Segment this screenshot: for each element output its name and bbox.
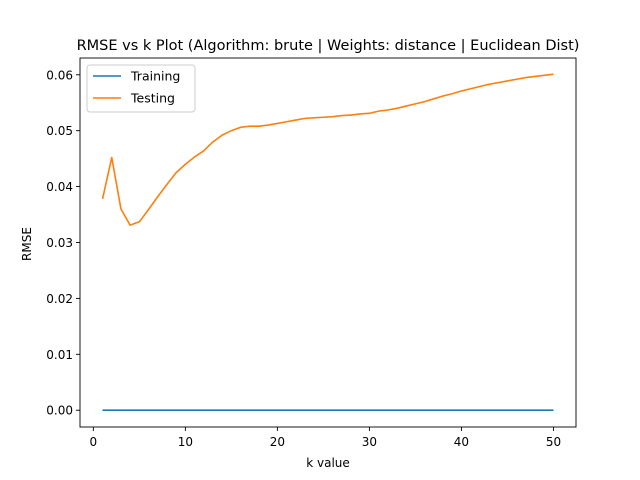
- y-tick-label: 0.02: [46, 292, 73, 306]
- y-tick-label: 0.00: [46, 404, 73, 418]
- chart-title: RMSE vs k Plot (Algorithm: brute | Weigh…: [77, 38, 580, 54]
- y-tick-label: 0.03: [46, 236, 73, 250]
- y-axis-label: RMSE: [20, 227, 34, 261]
- y-tick-label: 0.01: [46, 348, 73, 362]
- x-tick-label: 30: [362, 435, 377, 449]
- legend-label-testing: Testing: [130, 91, 175, 106]
- plot-area: 0 10 20 30 40 50 0.00 0.01 0.02 0.03 0.04 0.05 0.06 T…: [46, 57, 577, 449]
- y-tick-label: 0.04: [46, 180, 73, 194]
- x-axis-label: k value: [306, 456, 350, 470]
- x-tick-label: 0: [90, 435, 98, 449]
- y-tick-label: 0.06: [46, 68, 73, 82]
- x-tick-label: 10: [178, 435, 193, 449]
- x-tick-label: 50: [546, 435, 561, 449]
- y-tick-label: 0.05: [46, 124, 73, 138]
- legend-label-training: Training: [130, 69, 180, 84]
- series-line-testing: [101, 73, 554, 226]
- x-tick-label: 20: [270, 435, 285, 449]
- x-tick-label: 40: [454, 435, 469, 449]
